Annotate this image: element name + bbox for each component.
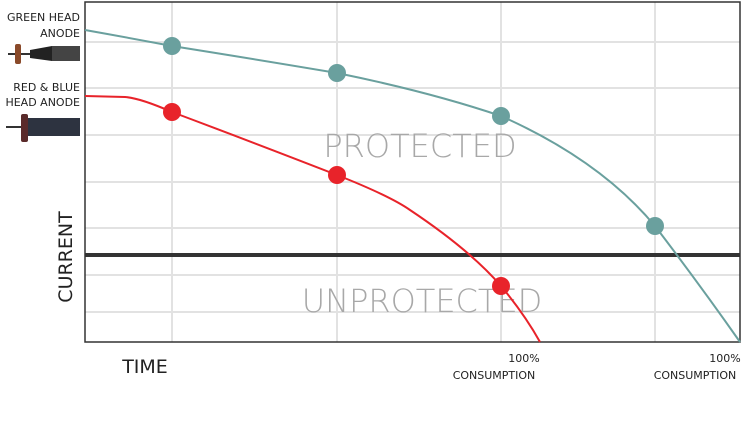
- legend-label: HEAD ANODE: [5, 96, 80, 109]
- legend-label: RED & BLUE: [13, 81, 80, 94]
- green-anode-icon: [8, 44, 80, 64]
- red-points: [163, 103, 510, 295]
- plot-frame: [84, 1, 741, 343]
- grid: [85, 2, 740, 342]
- legend-label: ANODE: [40, 27, 80, 40]
- zone-label: PROTECTED: [323, 127, 516, 165]
- red-anode-icon: [6, 114, 80, 142]
- marker-label: 100%: [508, 352, 539, 365]
- marker-label: 100%: [709, 352, 740, 365]
- y-axis-label: CURRENT: [55, 211, 77, 303]
- x-axis-label: TIME: [121, 356, 168, 378]
- marker-label: CONSUMPTION: [654, 369, 737, 382]
- marker-label: CONSUMPTION: [453, 369, 536, 382]
- green-points: [163, 37, 664, 235]
- legend-label: GREEN HEAD: [7, 11, 80, 24]
